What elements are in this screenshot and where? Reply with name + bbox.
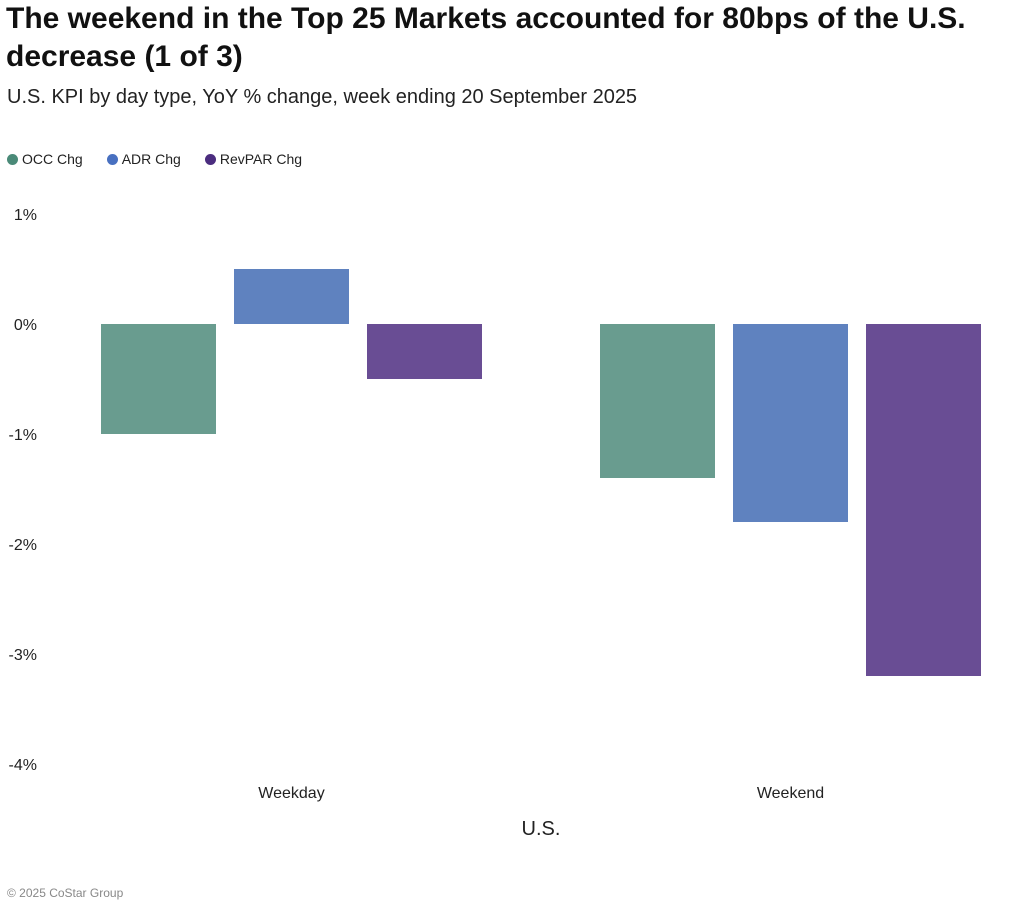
legend-swatch-adr [106,153,118,165]
y-tick-label: 1% [14,207,37,224]
legend-label-adr: ADR Chg [121,151,181,167]
legend-item-revpar[interactable]: RevPAR Chg [204,151,303,167]
legend-swatch-revpar [204,153,216,165]
legend: OCC Chg ADR Chg RevPAR Chg [7,151,302,167]
x-tick-label: Weekend [757,785,824,802]
x-axis-title: U.S. [522,818,561,840]
bar-weekend-occ[interactable] [600,324,715,478]
bar-weekend-revpar[interactable] [866,324,981,676]
bar-weekday-occ[interactable] [101,324,216,434]
x-tick-label: Weekday [258,785,324,802]
bar-weekday-adr[interactable] [234,269,349,324]
legend-item-adr[interactable]: ADR Chg [106,151,181,167]
copyright-footer: © 2025 CoStar Group [7,886,124,900]
chart-subtitle: U.S. KPI by day type, YoY % change, week… [7,86,638,108]
bar-weekend-adr[interactable] [733,324,848,522]
legend-item-occ[interactable]: OCC Chg [7,151,83,167]
y-tick-label: -3% [9,647,37,664]
chart-title: The weekend in the Top 25 Markets accoun… [6,2,966,73]
y-tick-label: -1% [9,427,37,444]
y-tick-label: -2% [9,537,37,554]
y-tick-label: 0% [14,317,37,334]
bar-weekday-revpar[interactable] [367,324,482,379]
y-tick-label: -4% [9,757,37,774]
legend-label-occ: OCC Chg [22,151,83,167]
legend-label-revpar: RevPAR Chg [219,151,303,167]
legend-swatch-occ [7,153,18,165]
